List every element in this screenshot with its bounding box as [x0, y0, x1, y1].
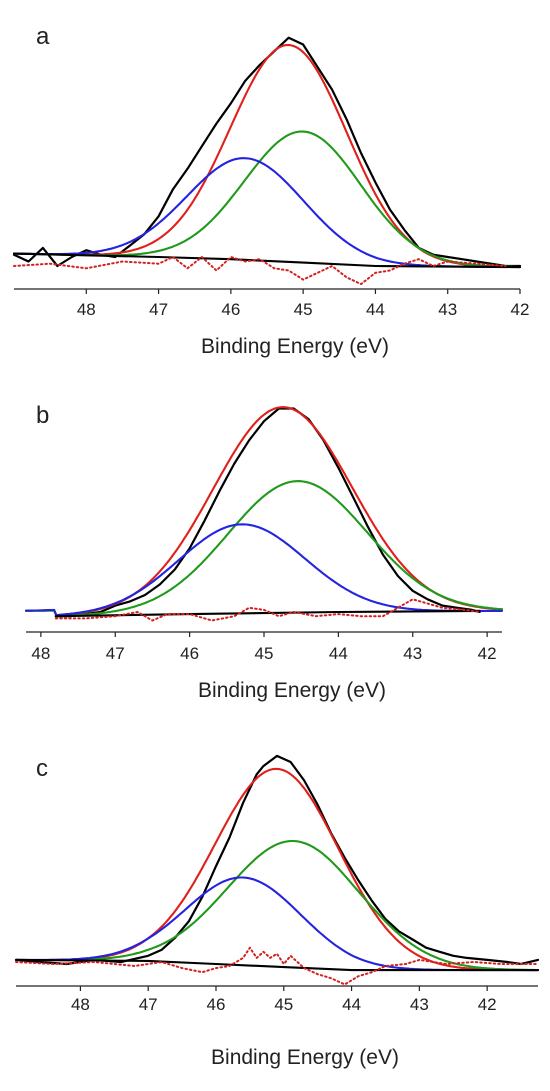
- series-component-1-line: [12, 130, 522, 269]
- series-component-2-line: [24, 523, 504, 617]
- x-tick-label: 45: [255, 644, 274, 663]
- series-envelope-line: [14, 767, 540, 972]
- series-component-1-line: [14, 839, 540, 972]
- x-tick-label: 47: [139, 995, 158, 1014]
- x-tick-label: 45: [274, 995, 293, 1014]
- x-tick-label: 48: [71, 995, 90, 1014]
- x-tick-label: 47: [149, 300, 168, 319]
- x-tick-label: 47: [106, 644, 125, 663]
- x-tick-label: 43: [403, 644, 422, 663]
- panel-a: 48 47 46 45 44 43 42 Binding Energy (eV) a: [12, 23, 530, 358]
- series-component-1-line: [24, 480, 504, 617]
- x-axis-title: Binding Energy (eV): [201, 335, 389, 358]
- x-tick-label: 42: [511, 300, 530, 319]
- panel-b: 48 47 46 45 44 43 42 Binding Energy (eV) b: [24, 402, 504, 702]
- x-tick-label: 48: [31, 644, 50, 663]
- series-residual-line: [13, 256, 507, 286]
- series-background-line: [14, 958, 540, 972]
- panel-label: c: [36, 755, 48, 782]
- panel-label: b: [36, 402, 49, 429]
- series-envelope-line: [24, 406, 504, 617]
- x-tick-label: 44: [342, 995, 361, 1014]
- series-raw-line: [14, 754, 540, 966]
- series-raw-line: [54, 407, 481, 618]
- x-tick-label: 46: [221, 300, 240, 319]
- x-tick-label: 44: [329, 644, 348, 663]
- series-residual-line: [15, 946, 539, 986]
- x-tick-label: 42: [478, 995, 497, 1014]
- series-envelope-line: [12, 43, 522, 269]
- panel-c: 48 47 46 45 44 43 42 Binding Energy (eV) c: [14, 754, 540, 1069]
- x-axis-title: Binding Energy (eV): [198, 679, 386, 702]
- x-tick-label: 45: [294, 300, 313, 319]
- x-axis-title: Binding Energy (eV): [211, 1046, 399, 1069]
- panel-label: a: [36, 23, 50, 50]
- series-background-line: [12, 252, 522, 269]
- x-tick-label: 43: [438, 300, 457, 319]
- series-residual-line: [54, 598, 481, 622]
- x-tick-label: 42: [478, 644, 497, 663]
- x-tick-label: 46: [180, 644, 199, 663]
- x-tick-label: 43: [410, 995, 429, 1014]
- x-tick-label: 48: [77, 300, 96, 319]
- x-tick-label: 44: [366, 300, 385, 319]
- x-tick-label: 46: [207, 995, 226, 1014]
